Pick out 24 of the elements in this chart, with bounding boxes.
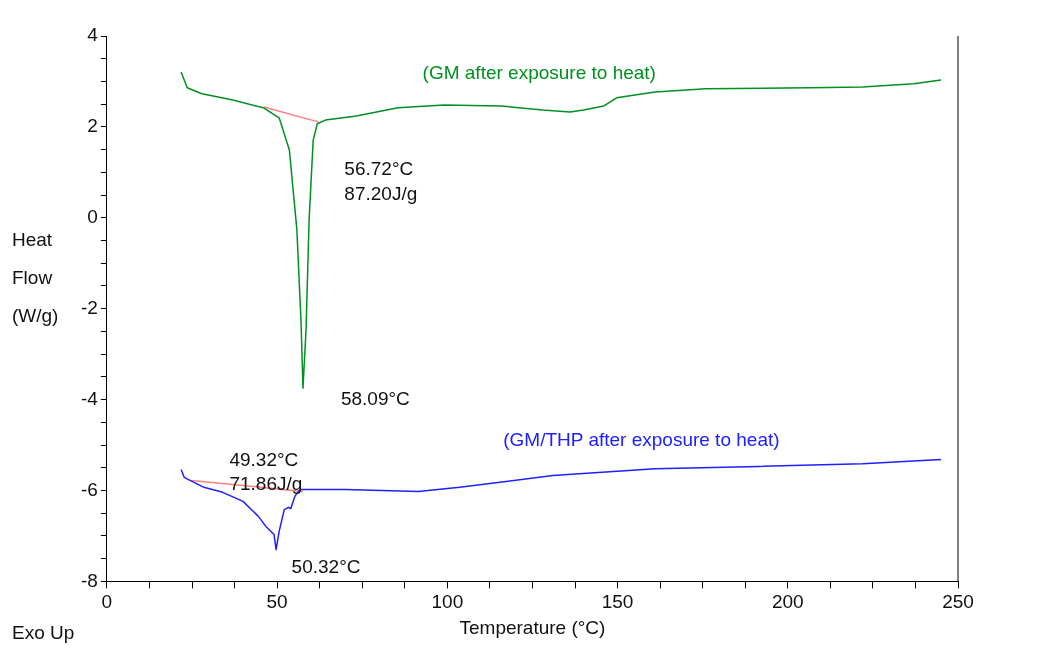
annotation: 58.09°C xyxy=(340,388,410,410)
y-tick-label: -8 xyxy=(80,569,98,591)
x-axis-title: Temperature (°C) xyxy=(459,616,606,638)
y-tick-label: -6 xyxy=(80,478,98,500)
x-tick-label: 50 xyxy=(266,591,288,613)
annotation: 71.86J/g xyxy=(229,472,303,494)
y-tick-label: 2 xyxy=(87,115,98,137)
y-axis-title: Heat Flow (W/g) xyxy=(12,228,59,326)
x-tick-label: 250 xyxy=(942,591,974,613)
annotation: 49.32°C xyxy=(229,448,299,470)
annotation: 87.20J/g xyxy=(344,182,418,204)
series-label: (GM after exposure to heat) xyxy=(422,62,656,84)
x-tick-label: 200 xyxy=(771,591,804,613)
x-tick-label: 0 xyxy=(101,591,113,613)
x-tick-label: 100 xyxy=(431,591,464,613)
series-label: (GM/THP after exposure to heat) xyxy=(503,428,780,450)
annotation: 56.72°C xyxy=(344,157,414,179)
annotation: 50.32°C xyxy=(291,556,361,577)
y-tick-label: 0 xyxy=(87,206,98,228)
text: Exo Up xyxy=(12,622,75,644)
y-tick-label: 4 xyxy=(87,24,99,46)
y-tick-label: -2 xyxy=(80,296,98,318)
y-tick-label: -4 xyxy=(80,387,99,409)
x-tick-label: 150 xyxy=(601,591,634,613)
